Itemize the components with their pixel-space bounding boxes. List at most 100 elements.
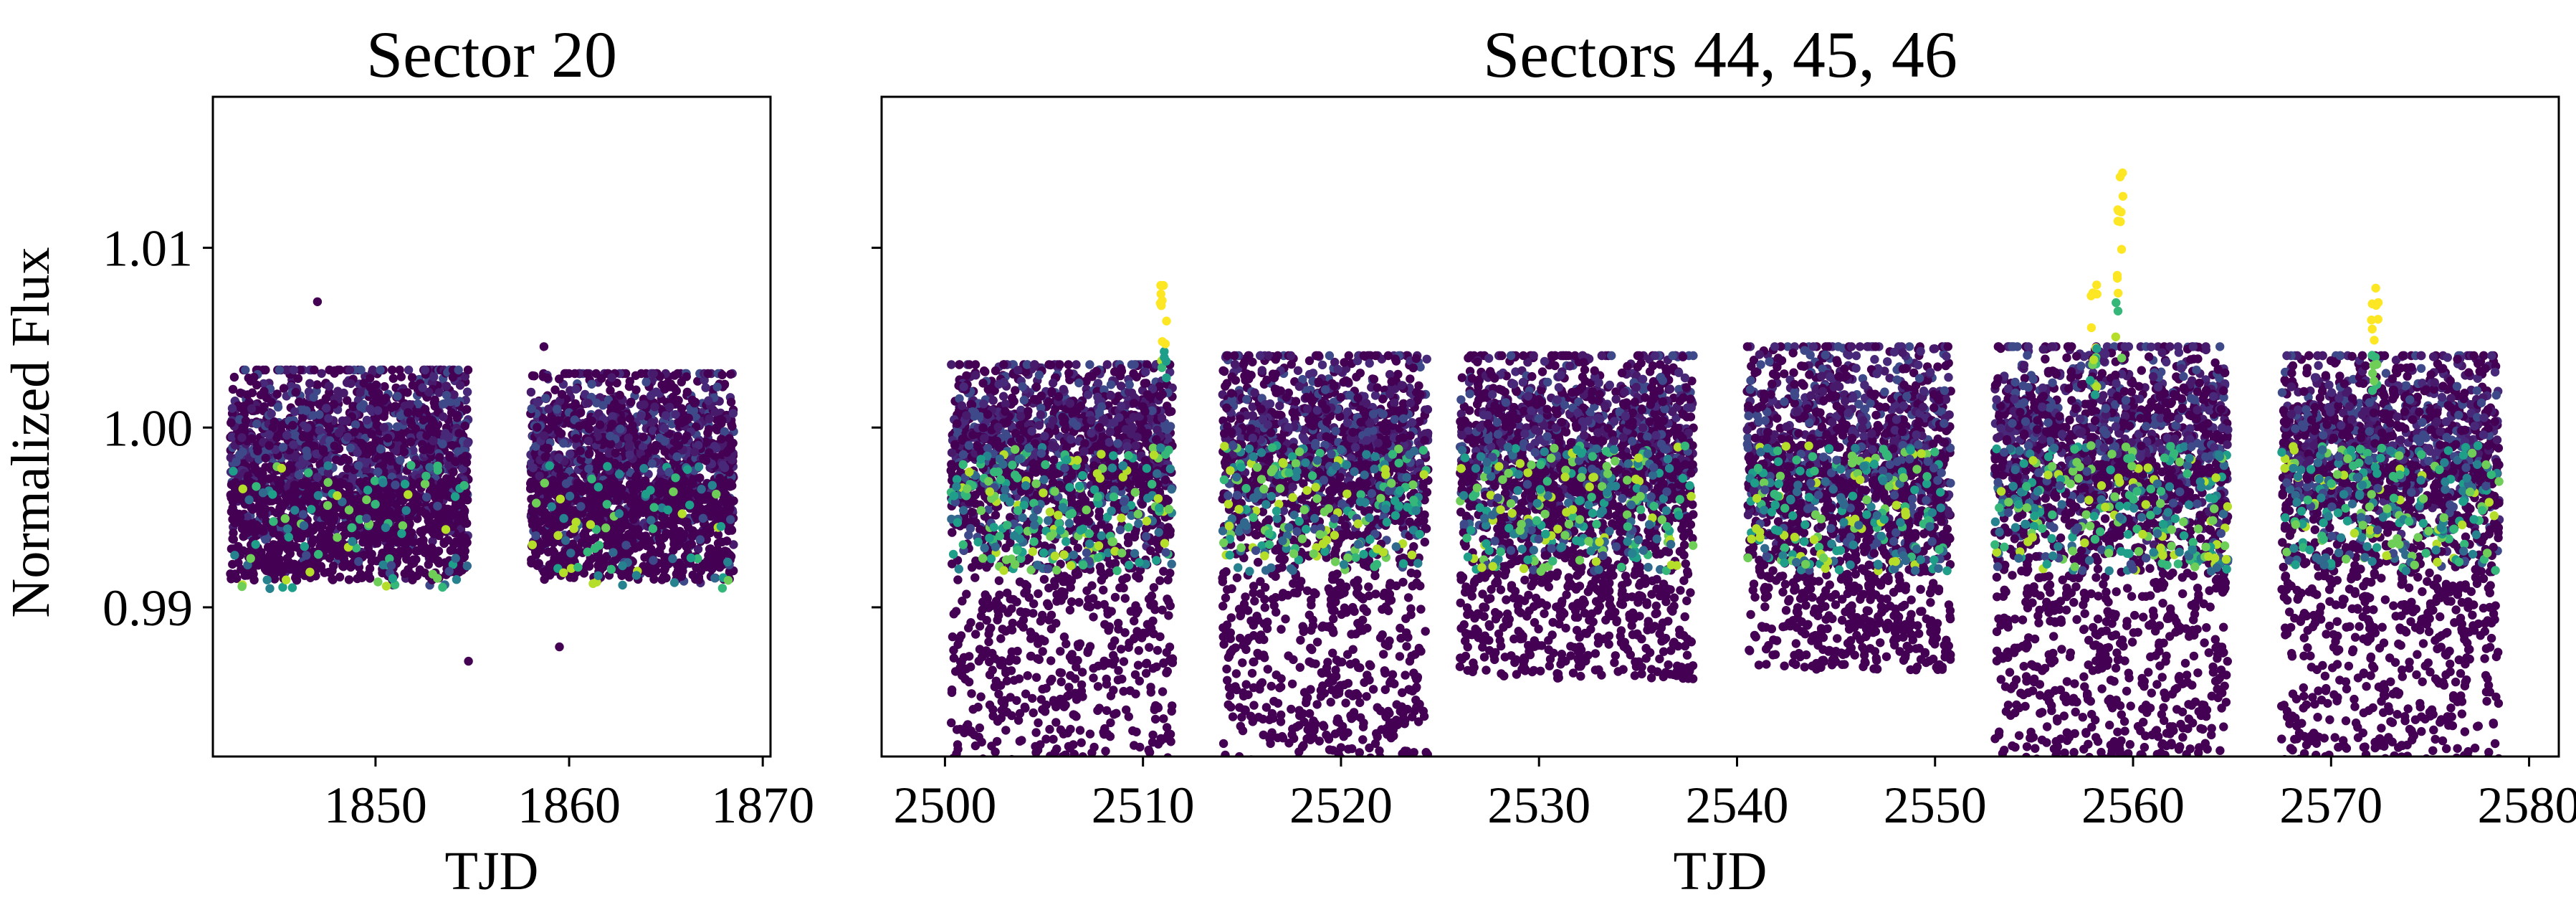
data-point bbox=[722, 536, 732, 546]
data-point bbox=[698, 513, 708, 523]
data-point bbox=[631, 571, 641, 580]
data-point bbox=[237, 564, 246, 574]
data-point bbox=[697, 485, 706, 494]
data-point bbox=[555, 503, 565, 513]
data-point bbox=[267, 409, 276, 419]
data-point bbox=[458, 464, 467, 474]
data-point bbox=[267, 398, 276, 407]
data-point bbox=[413, 399, 423, 409]
data-point bbox=[673, 432, 682, 441]
data-point bbox=[247, 404, 257, 414]
data-point bbox=[434, 388, 444, 397]
data-point bbox=[291, 431, 300, 440]
data-point bbox=[333, 533, 342, 542]
data-point bbox=[294, 470, 304, 480]
data-point bbox=[672, 498, 682, 508]
data-point bbox=[568, 508, 578, 518]
data-point bbox=[261, 365, 270, 375]
data-point bbox=[593, 483, 603, 492]
data-point bbox=[694, 572, 704, 582]
data-point bbox=[593, 571, 603, 580]
data-point bbox=[682, 517, 692, 527]
data-point bbox=[302, 551, 311, 560]
data-point bbox=[434, 488, 444, 498]
data-point bbox=[391, 402, 400, 411]
data-point bbox=[227, 404, 237, 413]
data-point bbox=[606, 564, 616, 574]
data-point bbox=[598, 555, 607, 565]
data-point bbox=[302, 423, 312, 432]
data-point bbox=[574, 422, 584, 431]
data-point bbox=[705, 448, 714, 457]
data-point bbox=[687, 539, 697, 549]
data-point bbox=[557, 389, 567, 399]
data-point bbox=[675, 526, 684, 536]
data-point bbox=[388, 374, 398, 383]
data-point bbox=[627, 509, 636, 519]
data-point bbox=[399, 447, 409, 457]
data-point bbox=[235, 450, 244, 460]
data-point bbox=[386, 561, 396, 570]
data-point bbox=[541, 394, 550, 403]
data-point bbox=[652, 387, 661, 397]
data-point bbox=[427, 525, 437, 534]
x-axis-label: TJD bbox=[445, 841, 539, 901]
data-point bbox=[305, 379, 315, 388]
data-point bbox=[324, 567, 333, 577]
data-point bbox=[420, 365, 430, 375]
data-point bbox=[344, 506, 354, 515]
data-point bbox=[720, 427, 730, 437]
data-point bbox=[291, 573, 300, 582]
data-point bbox=[292, 533, 302, 543]
data-point bbox=[232, 512, 242, 521]
data-point bbox=[277, 463, 286, 473]
data-point bbox=[347, 523, 356, 533]
data-point bbox=[238, 484, 247, 493]
data-point bbox=[406, 437, 416, 447]
data-point bbox=[555, 374, 564, 384]
data-point bbox=[447, 440, 457, 450]
data-point bbox=[559, 513, 568, 523]
data-point bbox=[696, 503, 705, 513]
data-point bbox=[640, 455, 649, 465]
data-point bbox=[462, 387, 472, 397]
data-point bbox=[618, 580, 627, 590]
scatter-points bbox=[946, 168, 2504, 757]
data-point bbox=[373, 406, 383, 415]
data-point bbox=[701, 456, 711, 465]
data-point bbox=[356, 388, 365, 397]
data-point bbox=[425, 512, 434, 521]
data-point bbox=[229, 466, 238, 476]
data-point bbox=[542, 529, 552, 539]
data-point bbox=[284, 532, 293, 542]
data-point bbox=[705, 414, 714, 424]
data-point bbox=[442, 491, 452, 501]
data-point bbox=[373, 467, 383, 477]
data-point bbox=[668, 392, 678, 402]
data-point bbox=[309, 392, 318, 402]
data-point bbox=[320, 512, 330, 522]
data-point bbox=[647, 417, 657, 427]
data-point bbox=[407, 373, 417, 382]
data-point bbox=[601, 508, 610, 517]
data-point bbox=[674, 539, 684, 548]
data-point bbox=[590, 544, 600, 554]
y-tick-label: 0.99 bbox=[102, 579, 193, 637]
data-point bbox=[693, 544, 703, 554]
data-point bbox=[228, 559, 237, 569]
data-point bbox=[649, 369, 658, 379]
data-point bbox=[460, 421, 469, 431]
data-point bbox=[640, 553, 649, 562]
data-point bbox=[667, 419, 677, 429]
data-point bbox=[329, 399, 338, 409]
data-point bbox=[629, 427, 639, 436]
data-point bbox=[397, 528, 406, 539]
data-point bbox=[408, 481, 417, 490]
data-point bbox=[325, 424, 334, 434]
data-point bbox=[366, 404, 375, 414]
data-point bbox=[275, 554, 284, 564]
data-point bbox=[444, 460, 454, 470]
data-point bbox=[264, 441, 274, 450]
data-point bbox=[621, 541, 631, 550]
